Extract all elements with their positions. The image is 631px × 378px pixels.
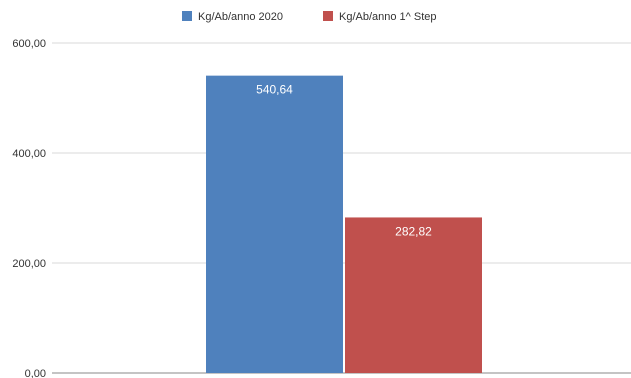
bars [206, 75, 482, 373]
legend-swatch-1-step [323, 11, 333, 21]
y-tick-label: 200,00 [12, 258, 46, 270]
y-tick-label: 400,00 [12, 148, 46, 160]
bar [345, 217, 482, 373]
y-tick-label: 600,00 [12, 38, 46, 50]
y-tick-label: 0,00 [25, 368, 46, 378]
legend-label-1-step: Kg/Ab/anno 1^ Step [339, 11, 437, 23]
data-labels: 540,64 282,82 [256, 83, 432, 239]
y-axis-labels: 0,00 200,00 400,00 600,00 [12, 38, 46, 378]
bar [206, 75, 343, 373]
bar-value-label: 282,82 [395, 224, 432, 238]
legend-label-2020: Kg/Ab/anno 2020 [198, 11, 283, 23]
legend-swatch-2020 [182, 11, 192, 21]
bar-value-label: 540,64 [256, 83, 293, 97]
legend: Kg/Ab/anno 2020 Kg/Ab/anno 1^ Step [182, 11, 437, 23]
